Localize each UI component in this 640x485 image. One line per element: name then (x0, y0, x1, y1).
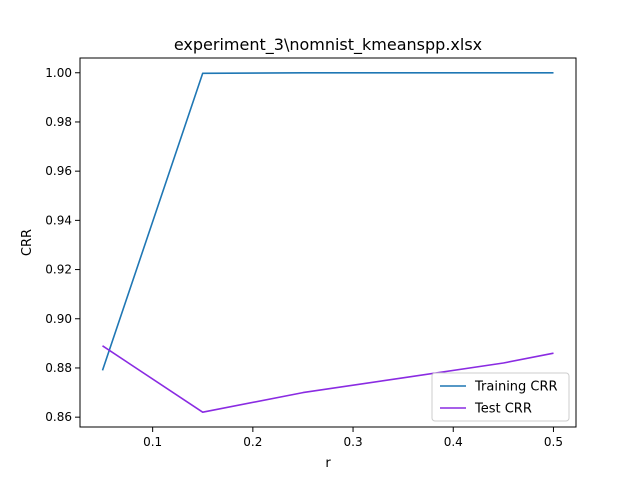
chart-title: experiment_3\nomnist_kmeanspp.xlsx (174, 35, 482, 55)
series-line-test-crr (102, 345, 554, 414)
x-axis-label: r (325, 456, 331, 471)
legend: Training CRR Test CRR (431, 372, 570, 422)
legend-label: Test CRR (474, 402, 532, 417)
legend-box (431, 372, 570, 422)
plot-frame (79, 57, 577, 428)
y-tick-label: 0.86 (45, 410, 72, 424)
y-tick-label: 1.00 (45, 66, 72, 80)
y-tick-label: 0.98 (45, 115, 72, 129)
x-axis: 0.1 0.2 0.3 0.4 0.5 (143, 427, 563, 449)
y-tick-label: 0.92 (45, 263, 72, 277)
y-axis-label: CRR (20, 229, 35, 256)
legend-label: Training CRR (474, 380, 558, 395)
x-tick-label: 0.2 (243, 435, 262, 449)
y-tick-label: 0.90 (45, 312, 72, 326)
y-axis: 0.86 0.88 0.90 0.92 0.94 0.96 0.98 1.00 (45, 66, 80, 424)
x-tick-label: 0.4 (444, 435, 463, 449)
y-tick-label: 0.94 (45, 213, 72, 227)
series-line-training-crr (101, 72, 554, 371)
x-tick-label: 0.5 (544, 435, 563, 449)
x-tick-label: 0.1 (143, 435, 162, 449)
x-tick-label: 0.3 (344, 435, 363, 449)
series-layer (101, 72, 554, 414)
y-tick-label: 0.96 (45, 164, 72, 178)
y-tick-label: 0.88 (45, 361, 72, 375)
